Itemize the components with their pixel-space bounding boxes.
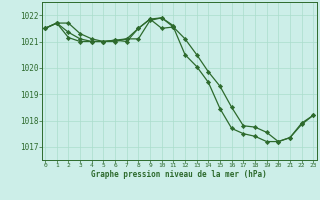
X-axis label: Graphe pression niveau de la mer (hPa): Graphe pression niveau de la mer (hPa): [91, 170, 267, 179]
